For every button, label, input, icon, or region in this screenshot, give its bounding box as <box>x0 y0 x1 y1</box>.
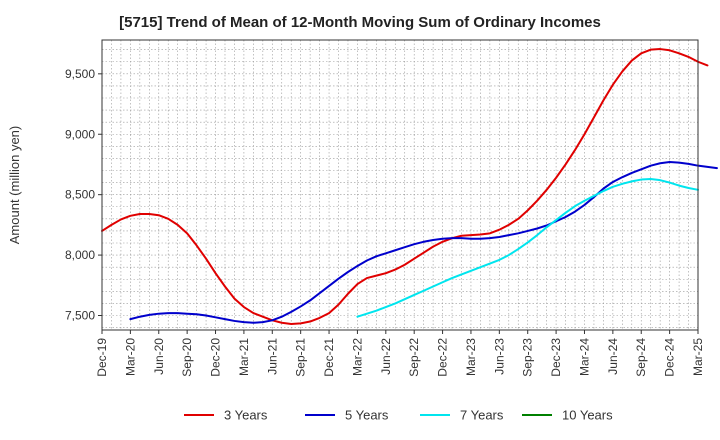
x-tick-label: Mar-23 <box>464 338 478 376</box>
x-tick-label: Jun-22 <box>379 338 393 375</box>
x-tick-labels: Dec-19 Mar-20 Jun-20 Sep-20 Dec-20 Mar-21 Jun-… <box>95 330 705 377</box>
x-tick-label: Dec-20 <box>209 338 223 377</box>
y-tick-label: 9,500 <box>65 67 95 81</box>
x-tick-label: Jun-20 <box>152 338 166 375</box>
x-tick-label: Dec-21 <box>322 338 336 377</box>
legend-label: 3 Years <box>224 408 268 423</box>
x-tick-label: Mar-22 <box>350 338 364 376</box>
x-tick-label: Mar-21 <box>237 338 251 376</box>
x-tick-label: Dec-19 <box>95 338 109 377</box>
x-tick-label: Sep-21 <box>294 338 308 377</box>
grid <box>102 40 698 330</box>
y-tick-label: 8,500 <box>65 188 95 202</box>
legend-label: 7 Years <box>460 408 504 423</box>
x-tick-label: Mar-25 <box>691 338 705 376</box>
legend: 3 Years 5 Years 7 Years 10 Years <box>184 408 613 423</box>
x-tick-label: Mar-24 <box>577 338 591 376</box>
y-tick-label: 8,000 <box>65 248 95 262</box>
x-tick-label: Sep-20 <box>180 338 194 377</box>
legend-label: 5 Years <box>345 408 389 423</box>
series-line-3-years <box>101 48 709 325</box>
x-tick-label: Dec-23 <box>549 338 563 377</box>
x-tick-label: Jun-21 <box>265 338 279 375</box>
series-lines <box>101 48 718 325</box>
x-tick-label: Mar-20 <box>123 338 137 376</box>
legend-label: 10 Years <box>562 408 613 423</box>
y-tick-label: 7,500 <box>65 309 95 323</box>
y-axis-label: Amount (million yen) <box>7 126 22 245</box>
chart-title: [5715] Trend of Mean of 12-Month Moving … <box>119 14 601 31</box>
x-tick-label: Sep-23 <box>521 338 535 377</box>
x-tick-label: Jun-24 <box>606 338 620 375</box>
series-line-7-years <box>356 177 699 318</box>
y-tick-label: 9,000 <box>65 127 95 141</box>
x-tick-label: Sep-24 <box>634 338 648 377</box>
x-tick-label: Jun-23 <box>492 338 506 375</box>
x-tick-label: Sep-22 <box>407 338 421 377</box>
y-tick-labels: 7,500 8,000 8,500 9,000 9,500 <box>65 67 102 323</box>
plot-area <box>102 40 698 330</box>
series-line-5-years <box>129 161 718 324</box>
x-tick-label: Dec-24 <box>663 338 677 377</box>
x-tick-label: Dec-22 <box>436 338 450 377</box>
plot-frame <box>101 39 699 331</box>
